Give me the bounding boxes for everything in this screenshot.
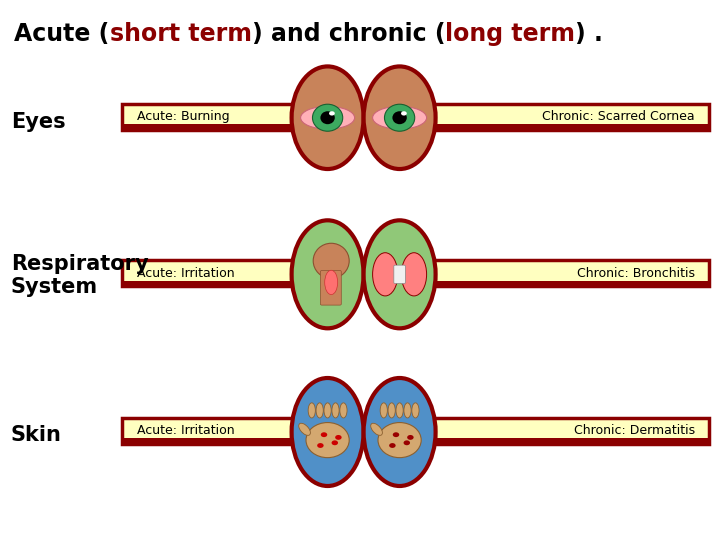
Ellipse shape (332, 403, 339, 418)
Ellipse shape (306, 422, 349, 457)
Ellipse shape (321, 432, 327, 437)
FancyBboxPatch shape (122, 260, 709, 286)
Ellipse shape (404, 403, 411, 418)
Text: Chronic: Bronchitis: Chronic: Bronchitis (577, 267, 695, 280)
Text: ) .: ) . (575, 22, 603, 45)
Ellipse shape (324, 403, 331, 418)
Ellipse shape (301, 106, 355, 129)
Ellipse shape (378, 422, 421, 457)
Ellipse shape (325, 271, 338, 295)
Ellipse shape (364, 66, 436, 169)
Ellipse shape (364, 220, 436, 328)
Ellipse shape (393, 432, 400, 437)
FancyBboxPatch shape (394, 265, 405, 284)
Ellipse shape (313, 243, 349, 279)
Ellipse shape (373, 106, 426, 129)
FancyBboxPatch shape (122, 281, 709, 286)
Ellipse shape (292, 220, 364, 328)
Ellipse shape (340, 403, 347, 418)
Text: Acute: Burning: Acute: Burning (137, 110, 230, 123)
Ellipse shape (404, 441, 410, 445)
Ellipse shape (329, 111, 335, 116)
FancyBboxPatch shape (122, 438, 709, 444)
Ellipse shape (317, 443, 324, 448)
Ellipse shape (320, 111, 335, 124)
Ellipse shape (384, 104, 415, 131)
Text: short term: short term (109, 22, 252, 45)
Ellipse shape (336, 435, 342, 440)
Ellipse shape (331, 441, 338, 445)
Ellipse shape (316, 403, 323, 418)
Text: Acute: Irritation: Acute: Irritation (137, 424, 235, 437)
Ellipse shape (408, 435, 414, 440)
FancyBboxPatch shape (122, 418, 709, 444)
Ellipse shape (412, 403, 419, 418)
Ellipse shape (396, 403, 403, 418)
Ellipse shape (292, 378, 364, 486)
Text: long term: long term (446, 22, 575, 45)
Text: Acute: Irritation: Acute: Irritation (137, 267, 235, 280)
Ellipse shape (388, 403, 395, 418)
Ellipse shape (292, 66, 364, 169)
FancyBboxPatch shape (122, 124, 709, 130)
Ellipse shape (312, 104, 343, 131)
Ellipse shape (392, 111, 407, 124)
Text: Eyes: Eyes (11, 111, 66, 132)
Ellipse shape (364, 378, 436, 486)
Ellipse shape (299, 423, 310, 435)
Text: Skin: Skin (11, 424, 62, 445)
Text: Chronic: Dermatitis: Chronic: Dermatitis (574, 424, 695, 437)
Text: Acute (: Acute ( (14, 22, 109, 45)
Text: Chronic: Scarred Cornea: Chronic: Scarred Cornea (542, 110, 695, 123)
Ellipse shape (373, 253, 398, 296)
Ellipse shape (380, 403, 387, 418)
Text: Respiratory
System: Respiratory System (11, 254, 148, 297)
FancyBboxPatch shape (320, 271, 341, 305)
Ellipse shape (402, 253, 427, 296)
Ellipse shape (371, 423, 382, 435)
Ellipse shape (401, 111, 407, 116)
Text: ) and chronic (: ) and chronic ( (252, 22, 446, 45)
Ellipse shape (390, 443, 396, 448)
FancyBboxPatch shape (122, 104, 709, 130)
Ellipse shape (308, 403, 315, 418)
